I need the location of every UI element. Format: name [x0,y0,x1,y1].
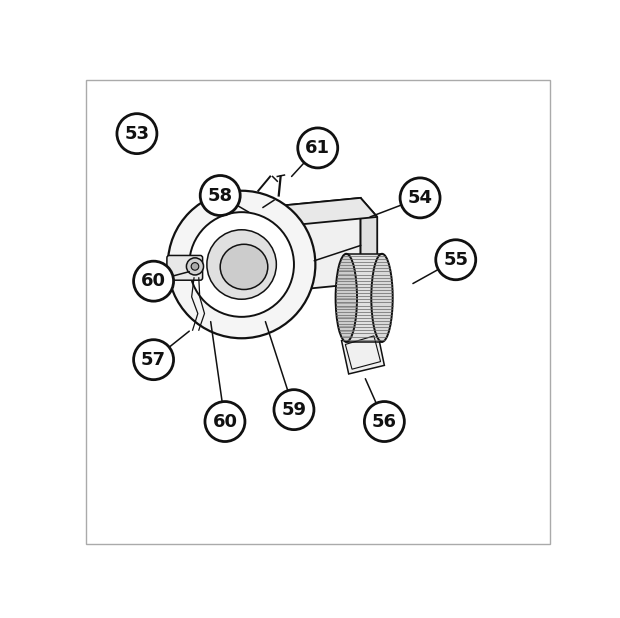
Text: 57: 57 [141,350,166,369]
Polygon shape [361,198,377,307]
Ellipse shape [371,254,392,342]
Text: 56: 56 [372,413,397,431]
Circle shape [191,263,199,270]
Circle shape [117,114,157,154]
Text: 53: 53 [125,125,149,143]
Polygon shape [263,198,377,226]
Ellipse shape [335,254,357,342]
Circle shape [133,261,174,301]
FancyBboxPatch shape [167,255,203,280]
Circle shape [298,128,338,168]
Text: 58: 58 [208,187,232,205]
Circle shape [400,178,440,218]
Circle shape [187,258,203,275]
Text: 60: 60 [141,272,166,290]
Polygon shape [347,254,382,342]
Text: 54: 54 [407,189,433,207]
Polygon shape [342,331,384,374]
Circle shape [189,212,294,317]
Polygon shape [263,198,361,293]
FancyBboxPatch shape [86,80,550,544]
Text: 60: 60 [213,413,237,431]
Text: 59: 59 [281,400,306,418]
Ellipse shape [220,244,268,289]
Circle shape [200,176,240,216]
Circle shape [436,240,476,280]
Circle shape [133,340,174,379]
Circle shape [205,402,245,441]
Circle shape [207,230,277,299]
Circle shape [168,191,316,338]
Circle shape [365,402,404,441]
Text: 61: 61 [305,139,330,157]
Text: 55: 55 [443,251,468,269]
Circle shape [274,390,314,430]
